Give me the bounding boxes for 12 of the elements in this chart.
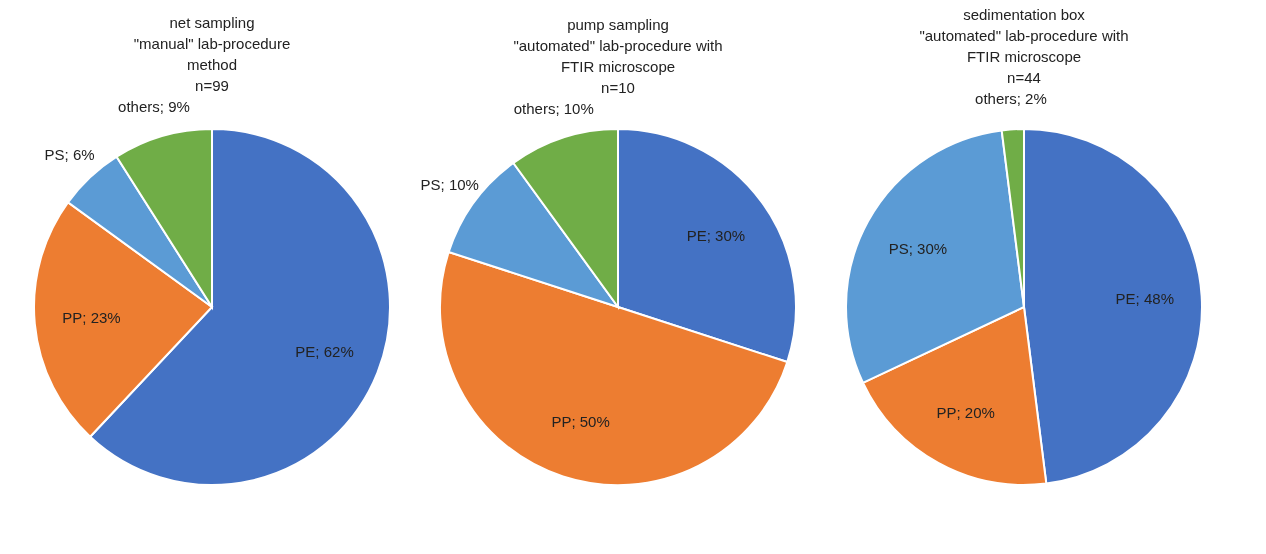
slice-label: PE; 62% bbox=[295, 342, 354, 360]
slice-label: PS; 6% bbox=[44, 146, 95, 164]
slice-label: PP; 50% bbox=[551, 413, 610, 431]
slice-label: others; 2% bbox=[975, 90, 1047, 108]
slice-label: PE; 30% bbox=[686, 226, 746, 244]
slice-label: others; 10% bbox=[513, 100, 594, 118]
slice-label: PS; 10% bbox=[420, 175, 479, 193]
slice-label: PP; 23% bbox=[62, 309, 121, 327]
slice-label: PE; 48% bbox=[1115, 290, 1174, 308]
slice-label: PS; 30% bbox=[888, 239, 948, 257]
slice-label: PP; 20% bbox=[936, 404, 995, 422]
slice-label: others; 9% bbox=[118, 98, 190, 116]
